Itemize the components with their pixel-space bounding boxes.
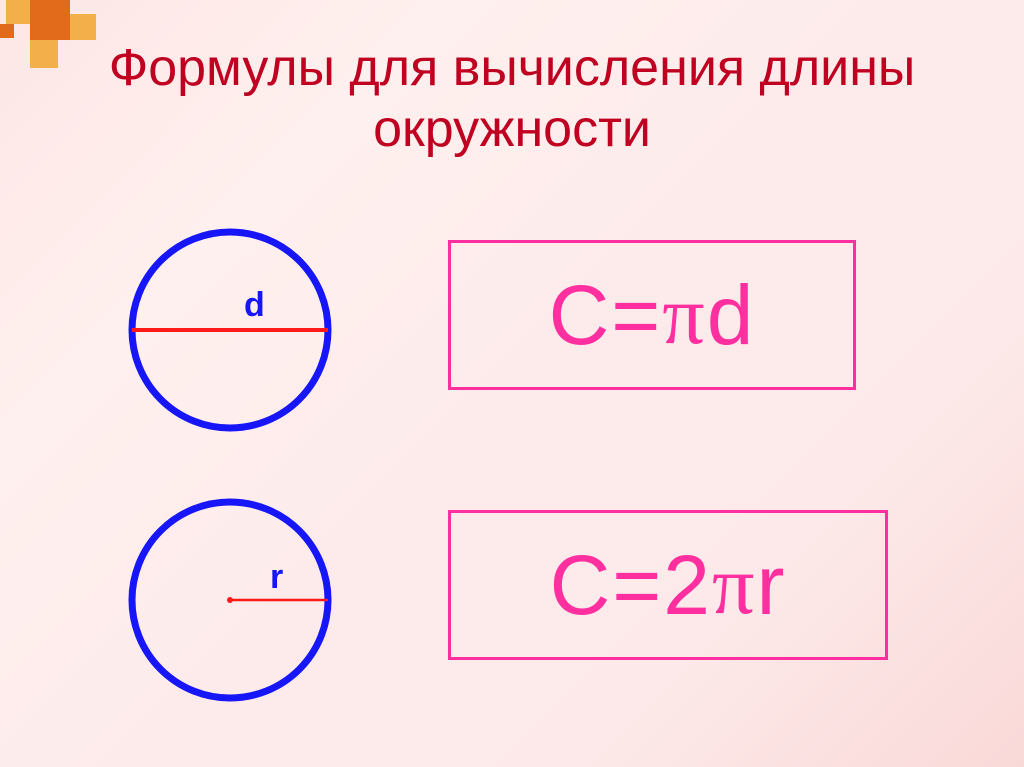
formula-diameter: C=πd [448,240,856,390]
circle-radius: r [120,490,340,710]
circle-radius-svg: r [120,490,340,710]
decor-square [30,0,70,40]
formula-radius: C=2πr [448,510,888,660]
decor-square [6,0,30,24]
formula-part: π [662,267,706,364]
formula-part: r [756,537,786,634]
circle-diameter: d [120,220,340,440]
formula-part: C= [549,267,663,364]
slide-title: Формулы для вычисления длины окружности [0,38,1024,161]
formula-part: d [707,267,756,364]
decor-square [70,14,96,40]
slide: Формулы для вычисления длины окружности … [0,0,1024,767]
circle-diameter-svg: d [120,220,340,440]
formula-part: π [712,537,756,634]
decor-square [0,24,14,38]
svg-text:r: r [270,558,283,596]
svg-text:d: d [244,286,265,324]
formula-part: C=2 [550,537,712,634]
